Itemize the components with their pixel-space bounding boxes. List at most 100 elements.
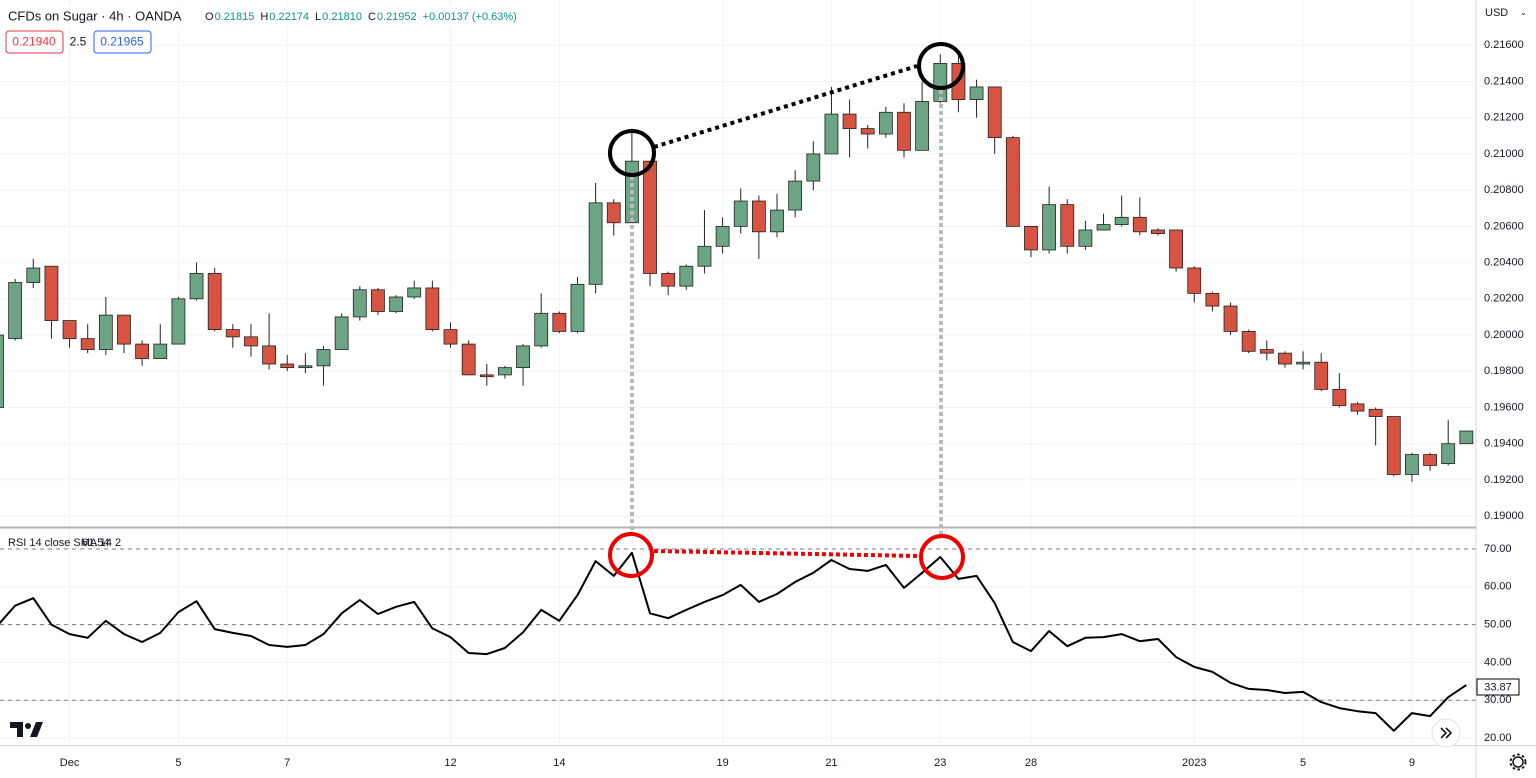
- y-tick-label: 0.20200: [1484, 293, 1524, 305]
- y-tick-label: 0.21000: [1484, 148, 1524, 160]
- rsi-pane: [0, 548, 1476, 732]
- x-tick-label: Dec: [60, 757, 80, 769]
- candle-body: [1441, 443, 1456, 465]
- x-tick-label: 9: [1409, 757, 1415, 769]
- svg-text:⌄: ⌄: [1520, 8, 1527, 17]
- candle-body: [1368, 408, 1383, 417]
- candle-body: [969, 86, 984, 101]
- bid-box[interactable]: [5, 30, 64, 54]
- highlight-circle: [919, 534, 965, 580]
- candle-body: [1459, 430, 1474, 445]
- candle-body: [262, 345, 277, 365]
- candle-body: [1405, 454, 1419, 475]
- candle-body: [516, 345, 530, 369]
- candle-body: [352, 289, 367, 318]
- candle-body: [1024, 225, 1038, 251]
- candle-body: [135, 343, 150, 359]
- candle-body: [878, 111, 893, 135]
- candle-body: [987, 86, 1002, 139]
- candle-body: [153, 343, 168, 359]
- ohlc-key: C: [368, 11, 376, 23]
- candle-body: [207, 273, 222, 331]
- candle-body: [1223, 305, 1238, 332]
- candle-body: [824, 113, 839, 155]
- rsi-title: RSI 14 close SMA 14 2: [8, 537, 121, 549]
- candle-body: [62, 320, 77, 340]
- x-tick-label: 23: [934, 757, 946, 769]
- candle-body: [225, 329, 240, 338]
- candle-body: [1386, 416, 1401, 475]
- candle-body: [1096, 224, 1111, 231]
- ohlc-value: 0.21952: [377, 11, 417, 23]
- y-tick-label: 0.20000: [1484, 329, 1524, 341]
- y-tick-label: 40.00: [1484, 656, 1512, 668]
- ohlc-key: H: [260, 11, 268, 23]
- change: +0.00137 (+0.63%): [423, 11, 517, 23]
- header-bg: [0, 4, 540, 28]
- trend-line: [653, 64, 918, 149]
- candle-body: [425, 287, 440, 331]
- y-tick-label: 70.00: [1484, 543, 1512, 555]
- ask-box[interactable]: [93, 30, 152, 54]
- x-tick-label: 5: [175, 757, 181, 769]
- candle-body: [643, 160, 657, 274]
- candle-body: [588, 202, 603, 285]
- candle-body: [389, 296, 403, 312]
- x-tick-label: 21: [825, 757, 837, 769]
- annotations: [608, 42, 965, 580]
- candle-body: [334, 316, 349, 350]
- candle-body: [280, 363, 295, 369]
- settings-button[interactable]: [1509, 753, 1527, 771]
- candle-body: [570, 283, 585, 332]
- ask-price: 0.21965: [100, 35, 144, 49]
- y-tick-label: 0.19800: [1484, 365, 1524, 377]
- y-tick-label: 0.19000: [1484, 510, 1524, 522]
- candle-body: [244, 336, 258, 347]
- rsi-line: [0, 551, 1467, 732]
- x-tick-label: 2023: [1182, 757, 1206, 769]
- currency: USD: [1485, 7, 1508, 19]
- candle-body: [298, 365, 313, 369]
- candle-body: [461, 343, 476, 376]
- time-axis: Dec 5 7 12 14 19 21 23 28 2023 5 9: [60, 757, 1415, 769]
- candle-body: [679, 265, 694, 287]
- x-tick-label: 14: [553, 757, 565, 769]
- ohlc-value: 0.21810: [322, 11, 362, 23]
- candle-body: [189, 273, 204, 300]
- scroll-button[interactable]: [1431, 718, 1461, 748]
- candle-body: [479, 374, 494, 378]
- candle-body: [316, 349, 331, 367]
- candle-body: [498, 367, 512, 376]
- candle-body: [44, 265, 59, 321]
- candle-body: [697, 245, 712, 267]
- candle-body: [1278, 352, 1292, 365]
- logo[interactable]: [10, 722, 43, 737]
- x-tick-label: 12: [444, 757, 456, 769]
- candle-body: [1332, 388, 1347, 407]
- grid: [0, 0, 1476, 745]
- candle-body: [1350, 403, 1365, 412]
- price-pane: [0, 54, 1474, 482]
- y-tick-label: 0.19600: [1484, 401, 1524, 413]
- spread: 2.5: [70, 35, 87, 49]
- highlight-circle: [608, 532, 654, 578]
- y-tick-label: 0.21400: [1484, 75, 1524, 87]
- candle-body: [8, 282, 23, 340]
- candle-body: [534, 312, 549, 347]
- candle-body: [606, 202, 621, 224]
- trend-line: [653, 549, 920, 558]
- candle-body: [715, 225, 730, 247]
- candle-body: [407, 287, 422, 298]
- y-tick-label: 0.21600: [1484, 39, 1524, 51]
- ohlc-key: O: [205, 11, 214, 23]
- candle-body: [1423, 454, 1437, 466]
- candle-body: [1187, 267, 1202, 294]
- candle-body: [1296, 361, 1310, 365]
- candle-body: [915, 101, 930, 151]
- last-value-box: [1476, 678, 1520, 696]
- candle-body: [171, 298, 186, 345]
- candle-body: [1169, 229, 1183, 269]
- candle-body: [552, 312, 567, 332]
- y-tick-label: 50.00: [1484, 619, 1512, 631]
